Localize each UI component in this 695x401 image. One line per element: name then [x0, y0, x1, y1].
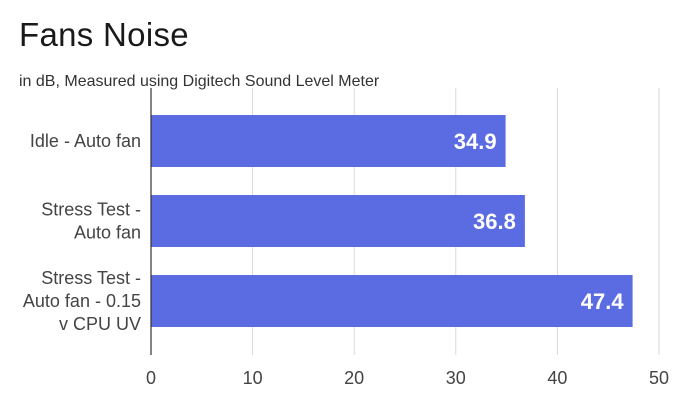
x-tick-label: 20 — [344, 368, 364, 388]
category-label-line: Stress Test - — [41, 268, 141, 288]
chart-subtitle: in dB, Measured using Digitech Sound Lev… — [19, 73, 380, 90]
category-label: Stress Test - Auto fan — [41, 200, 141, 243]
data-label: 34.9 — [454, 129, 497, 154]
x-tick-label: 10 — [243, 368, 263, 388]
x-tick-label: 0 — [146, 368, 156, 388]
x-tick-label: 30 — [446, 368, 466, 388]
bar — [151, 115, 506, 167]
category-label-line: Auto fan - 0.15 — [23, 291, 141, 311]
category-label-line: v CPU UV — [59, 314, 141, 334]
data-label: 47.4 — [581, 289, 625, 314]
x-tick-label: 50 — [649, 368, 669, 388]
category-label-line: Stress Test - — [41, 200, 141, 220]
data-label: 36.8 — [473, 209, 516, 234]
category-label: Stress Test - Auto fan - 0.15 v CPU UV — [23, 268, 141, 334]
bar — [151, 195, 525, 247]
category-label-line: Auto fan — [74, 223, 141, 243]
chart-title: Fans Noise — [19, 16, 189, 53]
x-tick-label: 40 — [547, 368, 567, 388]
category-label-line: Idle - Auto fan — [30, 131, 141, 151]
bar — [151, 275, 633, 327]
category-label: Idle - Auto fan — [30, 131, 141, 151]
